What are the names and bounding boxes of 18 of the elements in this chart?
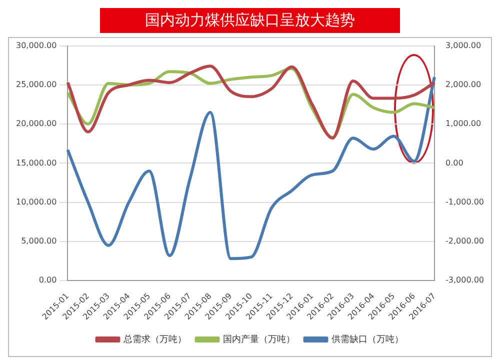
y2-tick-label: 1,000.00 <box>445 119 482 128</box>
y2-tick-label: -1,000.00 <box>445 197 484 206</box>
y2-tick-label: -2,000.00 <box>445 236 484 246</box>
y2-tick-label: 0.00 <box>445 158 464 168</box>
legend-label: 国内产量（万吨） <box>222 334 295 345</box>
y2-tick-label: 2,000.00 <box>445 80 482 90</box>
y2-tick-label: -3,000.00 <box>445 276 484 285</box>
y-tick-label: 20,000.00 <box>16 119 57 128</box>
y-tick-label: 10,000.00 <box>16 197 57 206</box>
y2-tick-label: 3,000.00 <box>445 40 482 50</box>
legend-label: 供需缺口（万吨） <box>331 334 404 345</box>
chart-title: 国内动力煤供应缺口呈放大趋势 <box>100 8 400 33</box>
y-tick-label: 0.00 <box>38 276 57 285</box>
y-tick-label: 25,000.00 <box>16 80 57 90</box>
y-tick-label: 30,000.00 <box>16 40 57 50</box>
y-tick-label: 15,000.00 <box>16 158 57 168</box>
y-tick-label: 5,000.00 <box>21 236 57 246</box>
legend-label: 总需求（万吨） <box>122 334 186 345</box>
